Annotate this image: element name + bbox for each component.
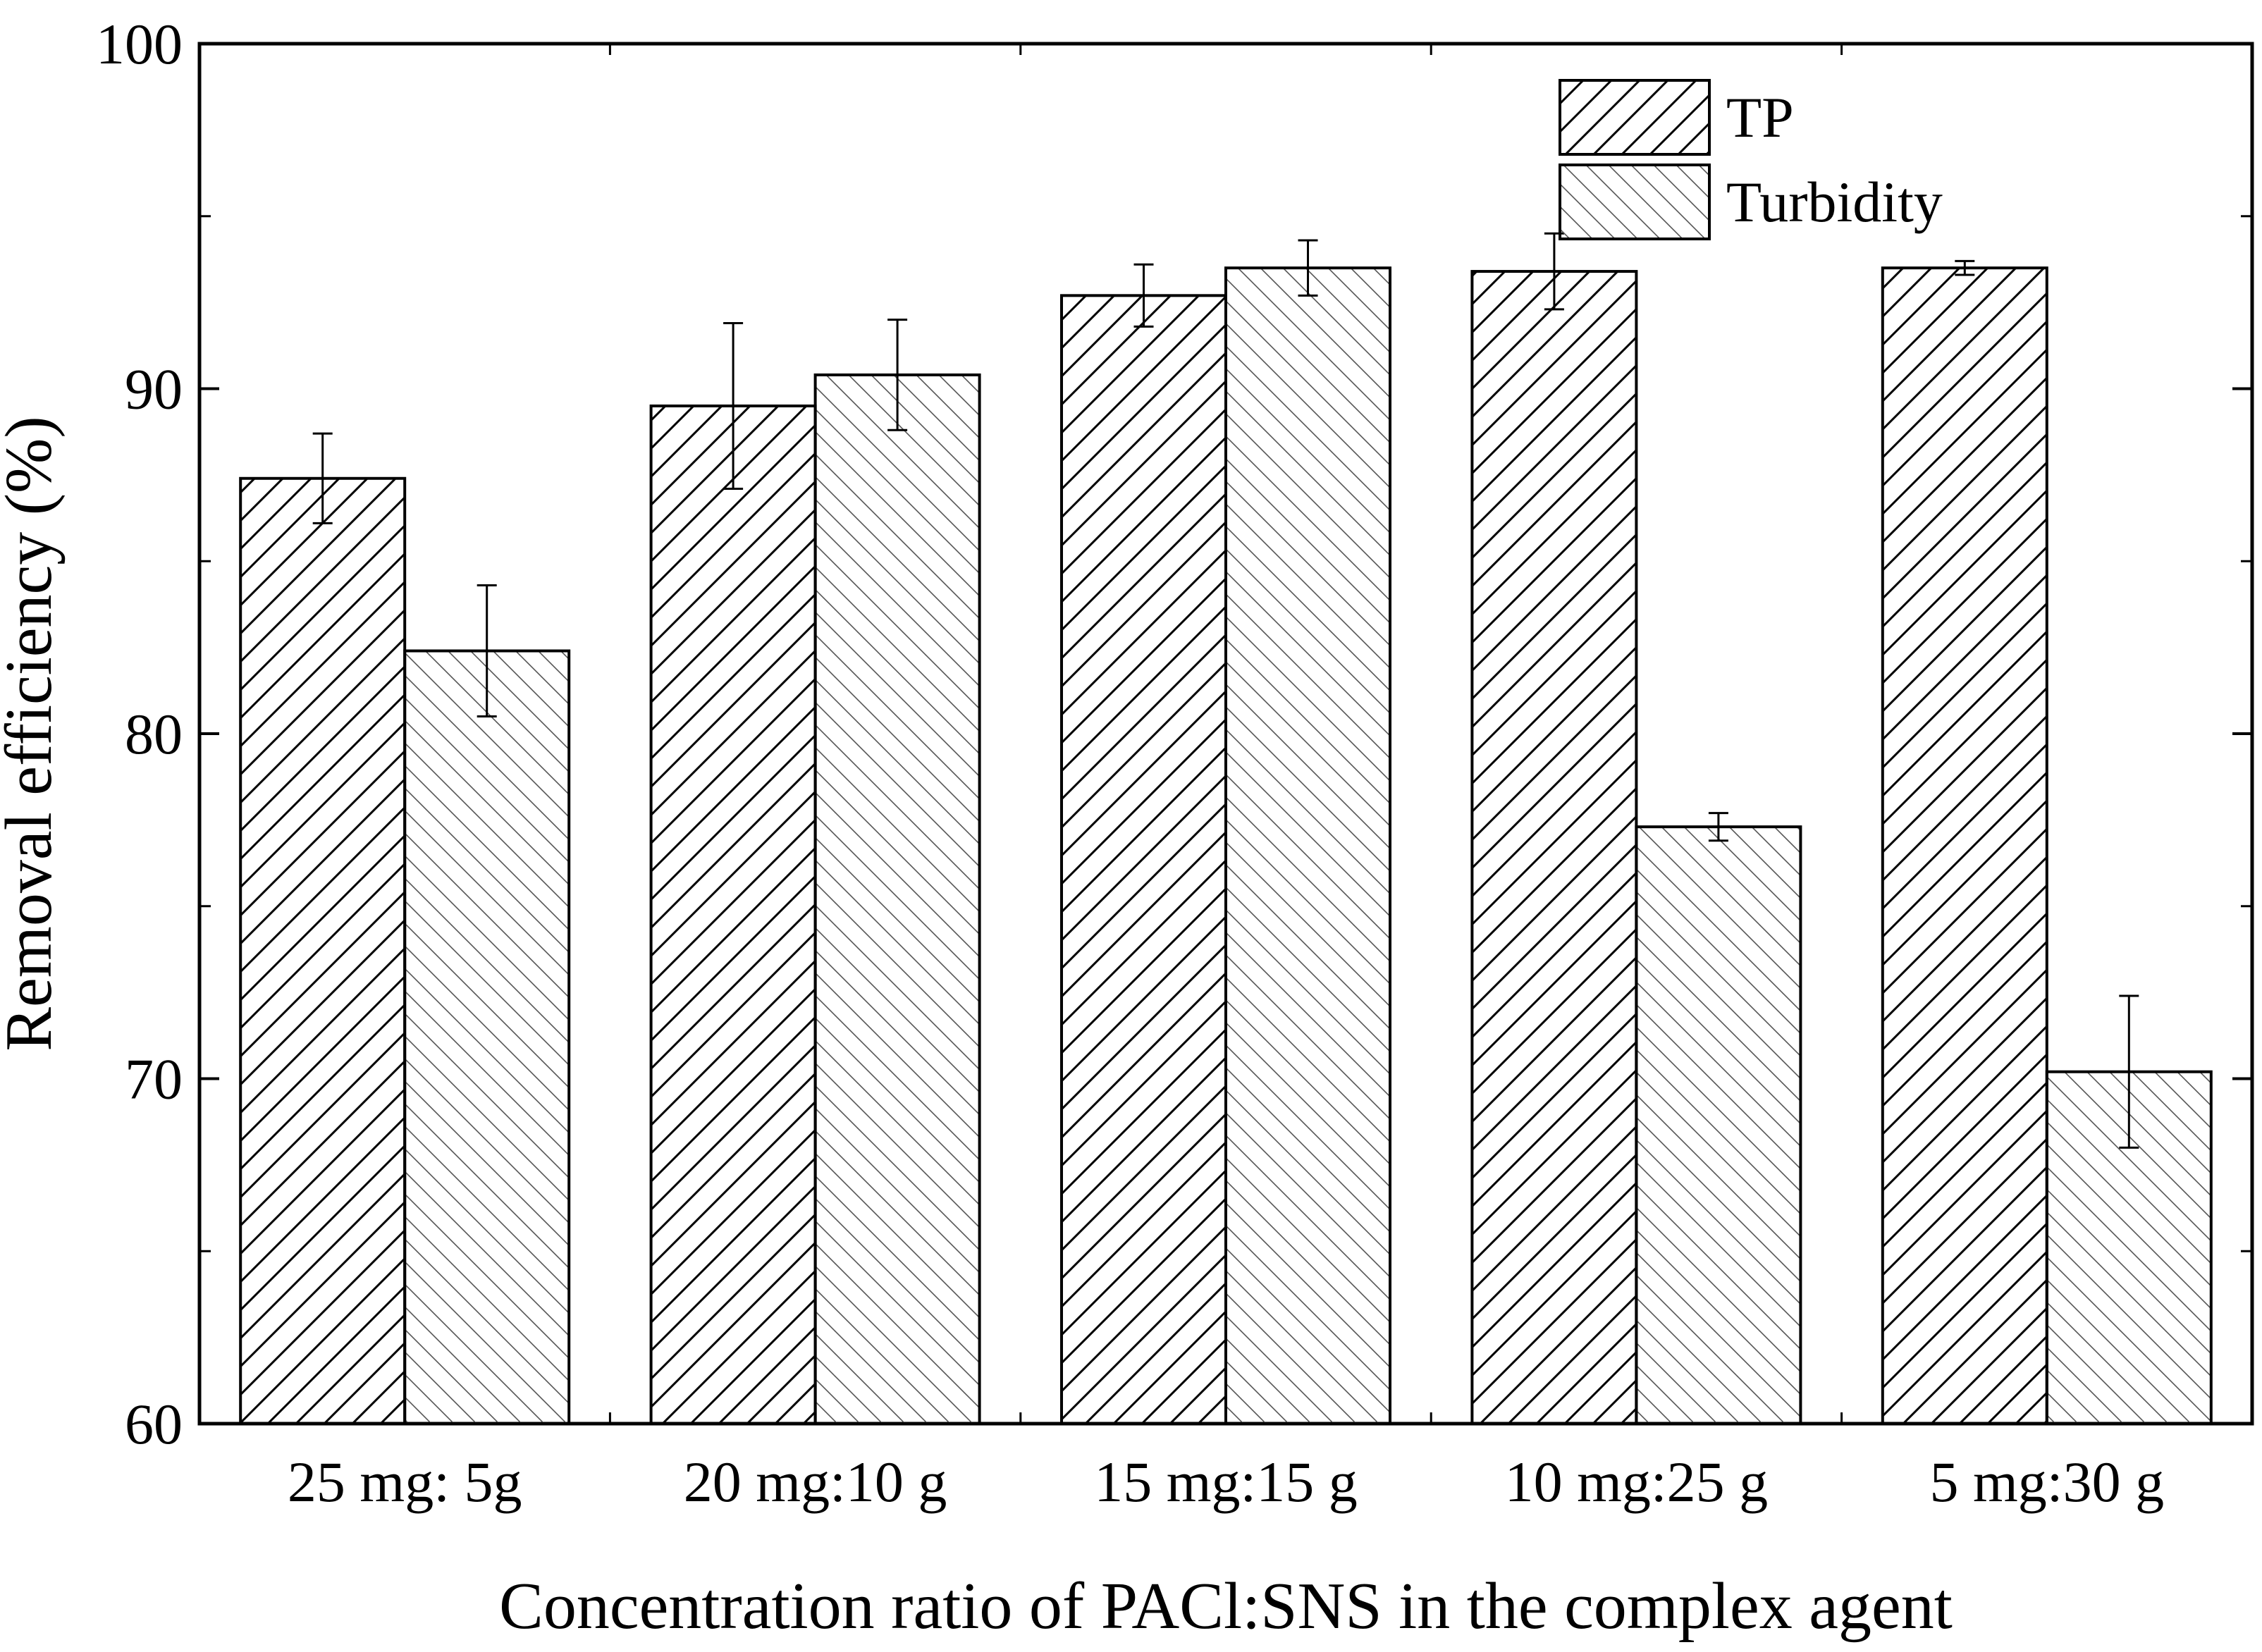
error-bar-turbidity-2 (1298, 239, 1318, 297)
bar-tp-1 (649, 404, 817, 1425)
error-bar-tp-2 (1133, 263, 1154, 328)
error-bar-tp-4 (1955, 259, 1975, 276)
bar-tp-0 (239, 476, 407, 1425)
legend-label-tp: TP (1726, 85, 1794, 149)
bar-tp-4 (1881, 266, 2048, 1425)
error-bar-turbidity-4 (2119, 994, 2139, 1149)
legend-swatch-tp (1559, 79, 1711, 156)
bar-tp-2 (1060, 294, 1227, 1426)
x-tick-label: 25 mg: 5g (288, 1450, 522, 1514)
y-tick-label: 80 (125, 702, 183, 766)
bar-tp-3 (1470, 270, 1638, 1426)
error-bar-turbidity-3 (1708, 812, 1728, 842)
x-tick-label: 10 mg:25 g (1505, 1450, 1769, 1514)
x-tick-label: 5 mg:30 g (1930, 1450, 2165, 1514)
bars-group (239, 266, 2213, 1426)
y-tick-label: 70 (125, 1047, 183, 1111)
y-tick-label: 60 (125, 1392, 183, 1456)
legend-label-turbidity: Turbidity (1726, 170, 1943, 234)
x-tick-label: 20 mg:10 g (684, 1450, 947, 1514)
x-tick-label: 15 mg:15 g (1094, 1450, 1358, 1514)
x-axis-title: Concentration ratio of PACl:SNS in the c… (499, 1570, 1953, 1643)
error-bars-group (312, 232, 2139, 1149)
y-tick-label: 100 (96, 12, 183, 76)
error-bar-tp-1 (723, 321, 744, 490)
axes-group: 60 70 80 90 100 25 mg: 5g 20 mg:10 g 15 mg:15 g… (96, 12, 2252, 1514)
error-bar-turbidity-1 (887, 319, 908, 431)
bar-turbidity-0 (403, 649, 571, 1425)
y-tick-label: 90 (125, 357, 183, 421)
bar-turbidity-2 (1224, 266, 1391, 1425)
legend-swatch-turbidity (1559, 164, 1711, 240)
error-bar-turbidity-0 (477, 584, 497, 718)
y-axis-title: Removal efficiency (%) (0, 416, 66, 1051)
bar-turbidity-1 (813, 373, 981, 1425)
bar-turbidity-3 (1635, 825, 1802, 1426)
error-bar-tp-0 (312, 432, 333, 524)
legend: TP Turbidity (1559, 79, 1943, 240)
